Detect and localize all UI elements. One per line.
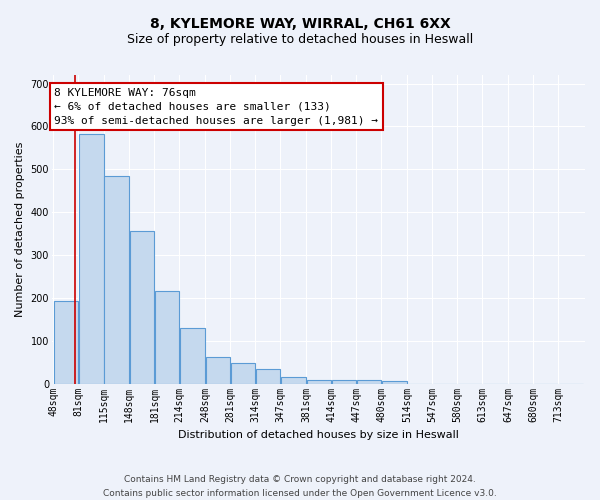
Bar (179, 328, 205, 384)
Bar (206, 356, 230, 384)
Bar (104, 176, 129, 384)
Y-axis label: Number of detached properties: Number of detached properties (15, 142, 25, 317)
Bar (332, 380, 356, 384)
Bar (130, 231, 154, 384)
Bar (230, 363, 255, 384)
Text: Size of property relative to detached houses in Heswall: Size of property relative to detached ho… (127, 32, 473, 46)
Bar (382, 382, 407, 384)
Bar (256, 368, 280, 384)
X-axis label: Distribution of detached houses by size in Heswall: Distribution of detached houses by size … (178, 430, 459, 440)
Text: Contains HM Land Registry data © Crown copyright and database right 2024.
Contai: Contains HM Land Registry data © Crown c… (103, 476, 497, 498)
Bar (53, 301, 78, 384)
Bar (307, 380, 331, 384)
Text: 8 KYLEMORE WAY: 76sqm
← 6% of detached houses are smaller (133)
93% of semi-deta: 8 KYLEMORE WAY: 76sqm ← 6% of detached h… (54, 88, 378, 126)
Bar (79, 134, 104, 384)
Bar (155, 292, 179, 384)
Bar (281, 377, 306, 384)
Text: 8, KYLEMORE WAY, WIRRAL, CH61 6XX: 8, KYLEMORE WAY, WIRRAL, CH61 6XX (149, 18, 451, 32)
Bar (356, 380, 381, 384)
